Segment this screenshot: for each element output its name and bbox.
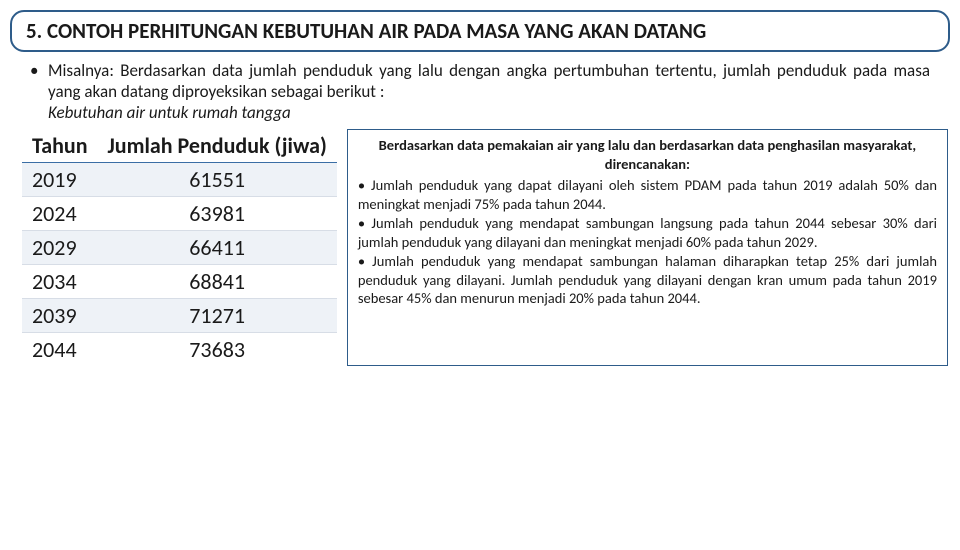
intro-italic: Kebutuhan air untuk rumah tangga — [48, 102, 291, 123]
planning-point: • Jumlah penduduk yang dapat dilayani ol… — [358, 176, 937, 213]
cell-population: 63981 — [98, 197, 337, 231]
table-row: 2034 68841 — [22, 265, 337, 299]
planning-box: Berdasarkan data pemakaian air yang lalu… — [347, 129, 948, 366]
table-header-year: Tahun — [22, 129, 98, 163]
planning-point: • Jumlah penduduk yang mendapat sambunga… — [358, 252, 937, 308]
cell-year: 2034 — [22, 265, 98, 299]
cell-year: 2039 — [22, 299, 98, 333]
planning-heading: Berdasarkan data pemakaian air yang lalu… — [358, 136, 937, 173]
table-row: 2044 73683 — [22, 333, 337, 367]
cell-year: 2019 — [22, 163, 98, 197]
cell-population: 73683 — [98, 333, 337, 367]
cell-population: 66411 — [98, 231, 337, 265]
table-row: 2039 71271 — [22, 299, 337, 333]
cell-population: 61551 — [98, 163, 337, 197]
population-table: Tahun Jumlah Penduduk (jiwa) 2019 61551 … — [22, 129, 337, 366]
planning-point: • Jumlah penduduk yang mendapat sambunga… — [358, 214, 937, 251]
section-title: 5. CONTOH PERHITUNGAN KEBUTUHAN AIR PADA… — [10, 10, 950, 52]
cell-year: 2044 — [22, 333, 98, 367]
table-row: 2019 61551 — [22, 163, 337, 197]
table-row: 2024 63981 — [22, 197, 337, 231]
bullet-icon: • — [30, 60, 48, 123]
intro-main: Misalnya: Berdasarkan data jumlah pendud… — [48, 60, 930, 102]
table-header-population: Jumlah Penduduk (jiwa) — [98, 129, 337, 163]
intro-text: • Misalnya: Berdasarkan data jumlah pend… — [30, 60, 930, 123]
cell-year: 2029 — [22, 231, 98, 265]
cell-year: 2024 — [22, 197, 98, 231]
cell-population: 68841 — [98, 265, 337, 299]
table-row: 2029 66411 — [22, 231, 337, 265]
cell-population: 71271 — [98, 299, 337, 333]
